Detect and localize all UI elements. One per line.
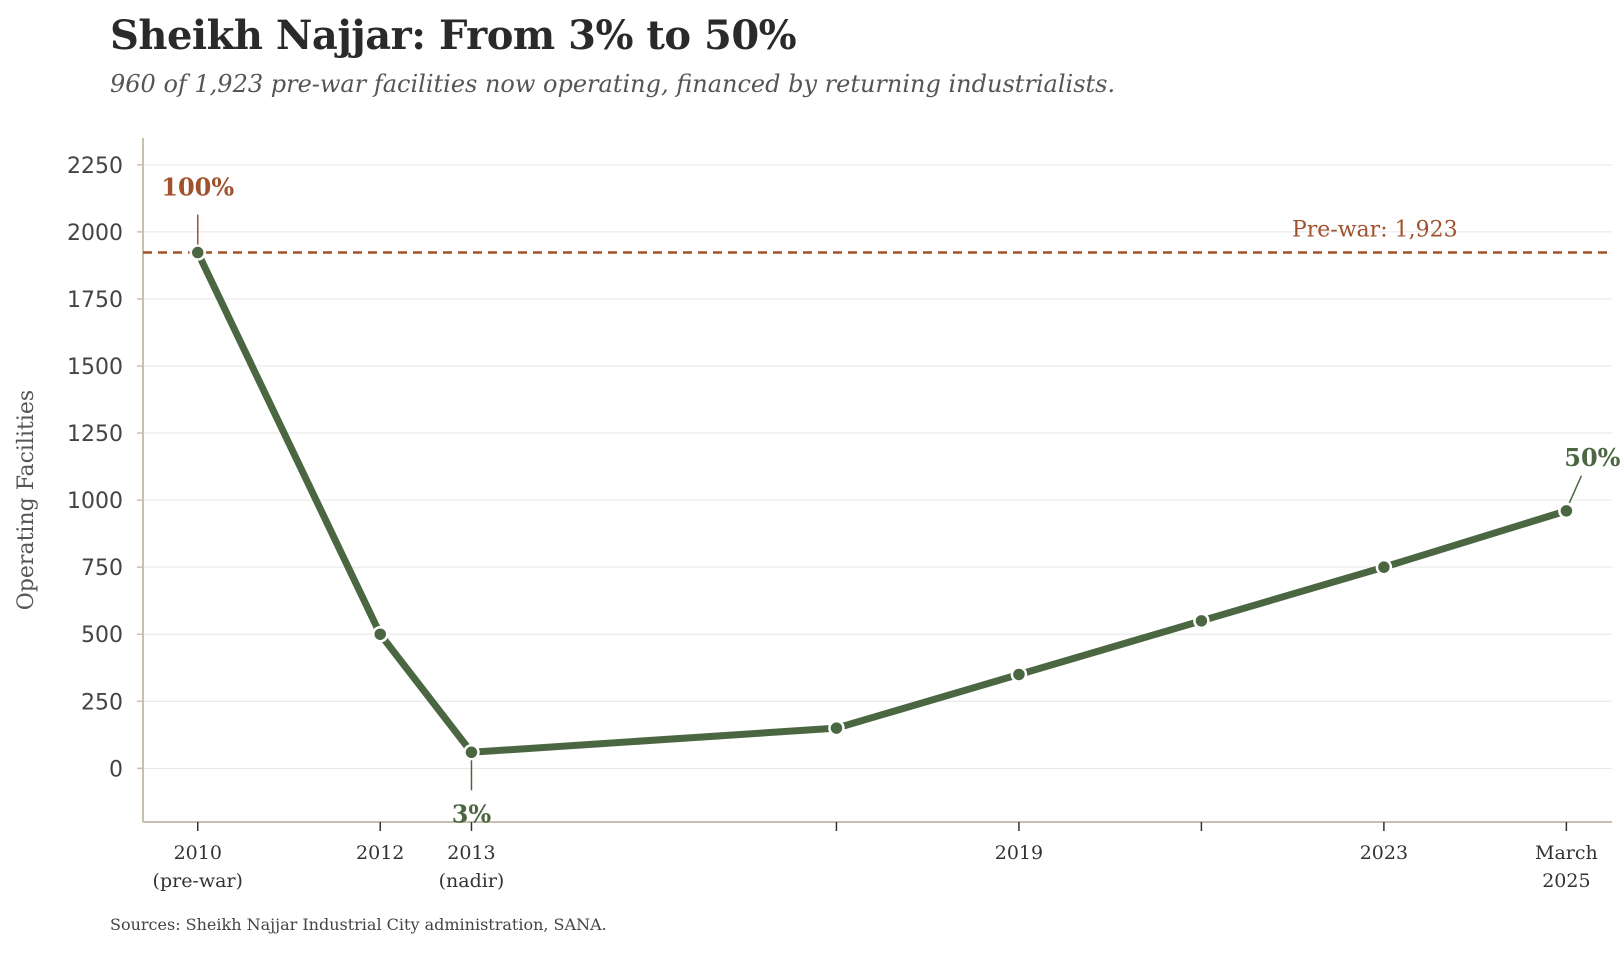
- x-tick-label: (pre-war): [153, 870, 243, 892]
- data-point: [828, 719, 845, 737]
- x-tick-label: 2013: [447, 842, 495, 864]
- y-axis-label: Operating Facilities: [14, 390, 39, 610]
- chart-subtitle: 960 of 1,923 pre-war facilities now oper…: [110, 70, 1116, 98]
- y-tick-label: 750: [81, 556, 123, 581]
- annotation-leader: [1568, 475, 1583, 504]
- annotation-label: 100%: [161, 173, 234, 202]
- data-point: [189, 244, 206, 261]
- y-tick-label: 0: [109, 757, 123, 782]
- source-note: Sources: Sheikh Najjar Industrial City a…: [110, 915, 607, 934]
- data-point: [1375, 558, 1393, 576]
- data-point: [371, 625, 389, 643]
- x-tick-label: 2019: [995, 842, 1043, 864]
- y-tick-label: 2250: [67, 154, 123, 179]
- reference-line-label: Pre-war: 1,923: [1292, 218, 1458, 243]
- x-tick-label: (nadir): [439, 870, 505, 892]
- annotation-label: 3%: [452, 799, 492, 828]
- series-line: [194, 249, 1570, 756]
- x-tick-label: 2010: [174, 842, 222, 864]
- y-tick-label: 250: [81, 690, 123, 715]
- annotation-label: 50%: [1564, 443, 1620, 472]
- x-tick-label: March: [1535, 842, 1598, 864]
- data-point: [1010, 666, 1028, 683]
- y-tick-label: 1500: [67, 355, 123, 380]
- chart-title: Sheikh Najjar: From 3% to 50%: [110, 12, 797, 59]
- y-tick-label: 1000: [67, 489, 123, 514]
- y-tick-label: 1750: [67, 288, 123, 313]
- data-point: [1558, 502, 1575, 520]
- data-point: [463, 744, 480, 761]
- data-point: [1193, 612, 1210, 630]
- y-tick-label: 1250: [67, 422, 123, 447]
- x-tick-label: 2025: [1542, 870, 1590, 892]
- x-tick-label: 2012: [356, 842, 404, 864]
- y-tick-label: 500: [81, 623, 123, 648]
- x-tick-label: 2023: [1360, 842, 1408, 864]
- y-tick-label: 2000: [67, 221, 123, 246]
